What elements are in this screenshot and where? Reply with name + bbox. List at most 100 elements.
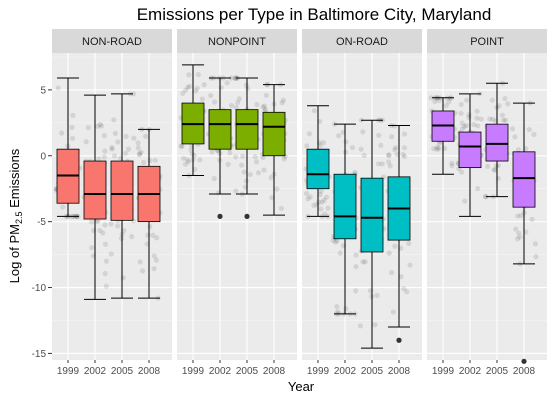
jitter-point <box>394 151 400 158</box>
jitter-point <box>398 245 404 251</box>
facet-panel-on-road: ON-ROAD 1999 2002 2005 2008 <box>302 29 422 377</box>
jitter-point <box>493 163 499 169</box>
jitter-point <box>236 96 242 102</box>
jitter-point <box>392 147 398 153</box>
jitter-point <box>335 133 342 139</box>
x-tick-label: 1999 <box>57 366 80 377</box>
jitter-point <box>184 157 191 163</box>
jitter-point <box>193 88 199 94</box>
jitter-point <box>120 275 126 281</box>
jitter-point <box>269 195 275 201</box>
jitter-point <box>254 101 260 108</box>
x-axis-title: Year <box>288 379 315 394</box>
jitter-point <box>320 140 327 146</box>
jitter-point <box>154 235 160 241</box>
jitter-point <box>118 236 125 242</box>
boxplot-point-2002 <box>455 91 484 217</box>
jitter-point <box>135 145 141 151</box>
jitter-point <box>311 202 317 209</box>
jitter-point <box>360 259 366 265</box>
x-tick-label: 2002 <box>209 366 232 377</box>
jitter-point <box>459 120 465 126</box>
jitter-point <box>150 232 156 238</box>
jitter-point <box>526 126 532 133</box>
jitter-point <box>102 241 109 247</box>
jitter-point <box>458 101 464 108</box>
jitter-point <box>139 268 146 274</box>
jitter-point <box>138 149 144 155</box>
jitter-point <box>374 292 380 299</box>
jitter-point <box>126 146 132 152</box>
jitter-point <box>185 159 192 165</box>
jitter-point <box>389 134 395 140</box>
jitter-point <box>475 185 481 192</box>
jitter-point <box>243 82 249 88</box>
facet-strip-label: POINT <box>470 36 504 48</box>
jitter-point <box>255 170 262 176</box>
jitter-point <box>357 323 363 329</box>
jitter-point <box>401 145 408 151</box>
jitter-point <box>485 163 491 169</box>
jitter-point <box>228 102 235 109</box>
jitter-point <box>401 286 407 292</box>
jitter-point <box>515 213 521 219</box>
jitter-point <box>323 194 330 200</box>
jitter-point <box>261 167 267 173</box>
jitter-point <box>400 151 406 158</box>
jitter-point <box>96 156 102 162</box>
jitter-point <box>228 75 234 81</box>
jitter-point <box>280 97 287 103</box>
boxplot-nonpoint-2008 <box>259 82 288 216</box>
jitter-point <box>499 112 506 118</box>
jitter-point <box>115 223 121 229</box>
jitter-point <box>463 122 469 129</box>
jitter-point <box>102 270 108 277</box>
jitter-point <box>449 163 455 169</box>
jitter-point <box>495 175 501 182</box>
facet-panel-point: POINT 1999 2002 2005 2008 <box>427 29 547 377</box>
jitter-point <box>343 139 349 145</box>
jitter-point <box>233 154 239 160</box>
jitter-point <box>261 103 267 109</box>
jitter-point <box>428 95 434 101</box>
jitter-point <box>69 124 75 130</box>
boxplot-on-road-2005 <box>357 117 387 349</box>
x-tick-label: 2005 <box>111 366 134 377</box>
y-axis-title: Log of PM2.5 Emissions <box>7 148 24 283</box>
y-tick-label: 5 <box>40 85 46 96</box>
x-tick-label: 2008 <box>388 366 411 377</box>
jitter-point <box>260 104 266 110</box>
jitter-point <box>459 169 465 175</box>
jitter-point <box>401 153 408 160</box>
y-tick-label: -10 <box>32 283 47 294</box>
jitter-point <box>129 234 135 240</box>
jitter-point <box>483 194 489 200</box>
facet-panel-nonpoint: NONPOINT 1999 2002 2005 2008 <box>177 29 297 377</box>
jitter-point <box>243 178 249 184</box>
jitter-point <box>352 169 358 175</box>
outlier-point <box>244 213 250 219</box>
jitter-point <box>109 146 115 152</box>
jitter-point <box>512 134 518 140</box>
jitter-point <box>235 99 241 106</box>
jitter-point <box>123 150 129 156</box>
jitter-point <box>182 161 189 167</box>
jitter-point <box>335 309 341 315</box>
jitter-point <box>375 161 382 167</box>
facet-panels: NON-ROAD 1999 2002 2005 2008 NONPOINT 1999 2002… <box>52 29 547 377</box>
jitter-point <box>317 143 323 149</box>
jitter-point <box>151 266 157 272</box>
jitter-point <box>123 133 129 140</box>
jitter-point <box>131 135 137 141</box>
x-tick-label: 2008 <box>263 366 286 377</box>
facet-strip-label: ON-ROAD <box>336 36 388 48</box>
facet-strip-label: NONPOINT <box>208 36 266 48</box>
boxplot-on-road-2002 <box>330 121 359 317</box>
jitter-point <box>186 72 192 78</box>
jitter-point <box>185 84 191 91</box>
jitter-point <box>340 129 346 135</box>
jitter-point <box>322 211 328 217</box>
facet-strip <box>302 29 422 53</box>
jitter-point <box>194 85 200 91</box>
jitter-point <box>458 110 464 116</box>
